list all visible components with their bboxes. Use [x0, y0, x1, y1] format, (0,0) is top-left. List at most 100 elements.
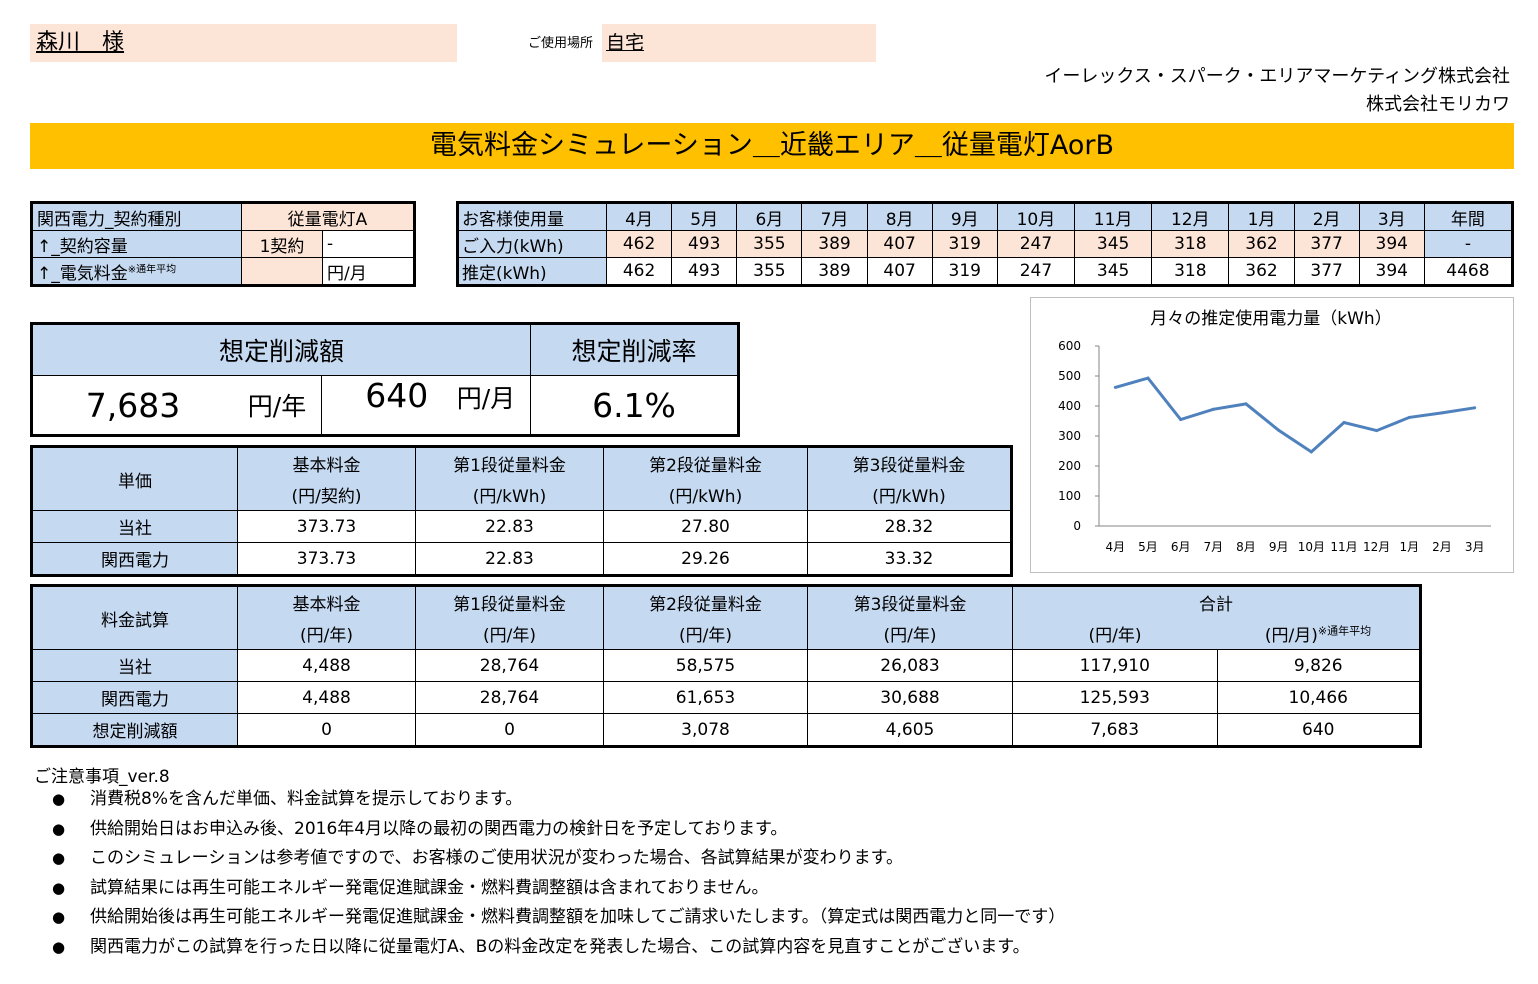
place-value-cell: 自宅: [602, 24, 876, 62]
calc-col-unit: (円/年): [237, 618, 416, 650]
table-row: 当社 373.73 22.83 27.80 28.32: [31, 510, 1012, 543]
cell: 373.73: [237, 510, 416, 543]
x-tick-label: 1月: [1400, 540, 1420, 554]
usage-month-header: 3月: [1358, 202, 1425, 231]
reduction-rate: 6.1%: [530, 375, 739, 436]
customer-name: 森川 様: [36, 30, 125, 55]
usage-input-cell[interactable]: 319: [931, 230, 998, 258]
note-item: ● 関西電力がこの試算を行った日以降に従量電灯A、Bの料金改定を発表した場合、この…: [52, 933, 1065, 963]
data-point: [1375, 429, 1379, 433]
usage-est-cell: 345: [1074, 257, 1153, 286]
usage-header-label: お客様使用量: [457, 202, 607, 231]
page-title: 電気料金シミュレーション＿近畿エリア＿従量電灯AorB: [30, 123, 1514, 169]
bullet-icon: ●: [52, 908, 66, 926]
reduction-yearly-unit: 円/年: [233, 375, 322, 436]
contract-capacity-value[interactable]: 1契約: [241, 230, 323, 258]
x-tick-label: 5月: [1138, 540, 1158, 554]
cell: 4,488: [237, 681, 416, 714]
contract-capacity-extra: -: [322, 230, 415, 258]
table-row: 想定削減額 0 0 3,078 4,605 7,683 640: [31, 713, 1421, 747]
cell: 30,688: [807, 681, 1013, 714]
note-text: 関西電力がこの試算を行った日以降に従量電灯A、Bの料金改定を発表した場合、この試…: [90, 936, 1030, 957]
note-text: 供給開始日はお申込み後、2016年4月以降の最初の関西電力の検針日を予定しており…: [90, 818, 788, 839]
calc-total-month-cell: (円/月)※通年平均: [1217, 618, 1421, 650]
usage-month-header: 5月: [671, 202, 738, 231]
unit-price-title: 単価: [31, 446, 238, 511]
x-tick-label: 11月: [1330, 540, 1357, 554]
unit-price-col-name: 基本料金: [237, 446, 416, 479]
contract-type-value[interactable]: 従量電灯A: [241, 202, 415, 231]
cell: 4,605: [807, 713, 1013, 747]
usage-month-header: 12月: [1151, 202, 1230, 231]
reduction-rate-label: 想定削減率: [530, 323, 739, 376]
data-point: [1342, 421, 1346, 424]
cell: 0: [415, 713, 604, 747]
row-label: 当社: [31, 510, 238, 543]
usage-input-cell[interactable]: 377: [1293, 230, 1360, 258]
y-tick-label: 200: [1058, 459, 1081, 473]
usage-input-cell[interactable]: 362: [1228, 230, 1295, 258]
note-item: ● このシミュレーションは参考値ですので、お客様のご使用状況が変わった場合、各試算…: [52, 844, 1065, 874]
contract-type-label: 関西電力_契約種別: [31, 202, 242, 231]
x-tick-label: 10月: [1298, 540, 1325, 554]
usage-input-cell[interactable]: 247: [996, 230, 1076, 258]
unit-price-col-name: 第1段従量料金: [415, 446, 604, 479]
usage-input-cell[interactable]: 493: [671, 230, 738, 258]
cell: 4,488: [237, 649, 416, 682]
usage-input-cell[interactable]: 318: [1151, 230, 1230, 258]
note-text: このシミュレーションは参考値ですので、お客様のご使用状況が変わった場合、各試算結…: [90, 848, 903, 868]
usage-est-cell: 407: [866, 257, 933, 286]
calc-col-unit: (円/年): [415, 618, 604, 650]
reduction-yearly: 7,683: [31, 375, 233, 436]
calc-col-name: 第1段従量料金: [415, 585, 604, 618]
cell: 28,764: [415, 649, 604, 682]
reduction-monthly: 640: [365, 376, 429, 415]
usage-input-cell[interactable]: 462: [605, 230, 673, 258]
unit-price-table: 単価 基本料金 第1段従量料金 第2段従量料金 第3段従量料金 (円/契約) (…: [30, 445, 1013, 577]
unit-price-col-name: 第2段従量料金: [603, 446, 808, 479]
note-item: ● 試算結果には再生可能エネルギー発電促進賦課金・燃料費調整額は含まれておりません…: [52, 874, 1065, 904]
usage-est-cell: 318: [1151, 257, 1230, 286]
x-tick-label: 8月: [1236, 540, 1256, 554]
usage-input-cell[interactable]: 389: [801, 230, 868, 258]
cell: 33.32: [807, 542, 1012, 576]
calc-col-name: 第3段従量料金: [807, 585, 1013, 618]
y-tick-label: 600: [1058, 339, 1081, 353]
unit-price-col-unit: (円/kWh): [807, 479, 1012, 511]
usage-input-cell: -: [1423, 230, 1514, 258]
calc-col-unit: (円/年): [603, 618, 808, 650]
unit-price-col-unit: (円/kWh): [415, 479, 604, 511]
note-item: ● 供給開始後は再生可能エネルギー発電促進賦課金・燃料費調整額を加味してご請求いた…: [52, 903, 1065, 933]
bullet-icon: ●: [52, 937, 66, 956]
usage-est-cell: 377: [1293, 257, 1360, 286]
usage-input-cell[interactable]: 355: [736, 230, 803, 258]
usage-est-cell: 319: [931, 257, 998, 286]
chart-title: 月々の推定使用電力量（kWh）: [1150, 308, 1391, 329]
data-point: [1473, 406, 1477, 410]
usage-chart: 月々の推定使用電力量（kWh） 0 100 200 300 400 500 600 4月 5月 6…: [1030, 297, 1514, 573]
data-point: [1309, 450, 1313, 454]
unit-price-col-name: 第3段従量料金: [807, 446, 1012, 479]
usage-input-cell[interactable]: 407: [866, 230, 933, 258]
contract-capacity-label: ↑_契約容量: [31, 230, 242, 258]
usage-month-header: 10月: [996, 202, 1076, 231]
cell: 27.80: [603, 510, 808, 543]
data-point: [1113, 385, 1117, 389]
row-label: 当社: [31, 649, 238, 682]
y-tick-label: 400: [1058, 399, 1081, 413]
company-name-2: 株式会社モリカワ: [1366, 94, 1510, 115]
y-tick-label: 300: [1058, 429, 1081, 443]
note-text: 供給開始後は再生可能エネルギー発電促進賦課金・燃料費調整額を加味してご請求いたし…: [90, 907, 1066, 927]
data-point: [1179, 418, 1183, 421]
cell: 29.26: [603, 542, 808, 576]
calc-col-name: 基本料金: [237, 585, 416, 618]
usage-input-cell[interactable]: 345: [1074, 230, 1153, 258]
table-row: 関西電力 4,488 28,764 61,653 30,688 125,593 …: [31, 681, 1421, 714]
contract-fee-value[interactable]: [241, 257, 323, 286]
y-tick-label: 500: [1058, 369, 1081, 383]
usage-month-header: 7月: [801, 202, 868, 231]
cell: 61,653: [603, 681, 808, 714]
usage-month-header: 年間: [1423, 202, 1514, 231]
usage-input-cell[interactable]: 394: [1358, 230, 1425, 258]
place-value: 自宅: [606, 32, 645, 54]
